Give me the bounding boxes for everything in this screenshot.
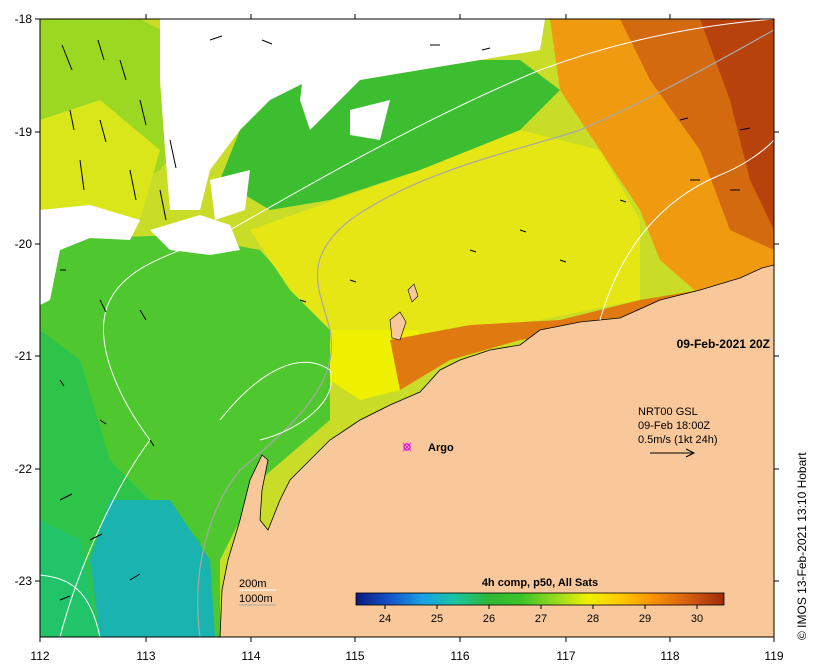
- contour-legend: 200m 1000m: [239, 578, 276, 606]
- axis-ticks: [35, 14, 779, 642]
- colorbar-tick-label: 30: [691, 613, 703, 625]
- colorbar-tick-label: 25: [431, 613, 443, 625]
- y-tick-label: -21: [15, 349, 33, 363]
- isobath-lines: [40, 19, 774, 637]
- colorbar-title: 4h comp, p50, All Sats: [482, 577, 598, 589]
- y-axis-labels: -18 -19 -20 -21 -22 -23: [15, 12, 33, 588]
- current-model-label: NRT00 GSL: [638, 406, 698, 418]
- x-tick-label: 113: [136, 649, 155, 663]
- colorbar: 4h comp, p50, All Sats 24 25 26 27 28 29…: [355, 577, 725, 625]
- x-axis-labels: 112 113 114 115 116 117 118 119: [30, 649, 783, 663]
- y-tick-label: -20: [15, 237, 33, 251]
- timestamp-label: 09-Feb-2021 20Z: [677, 337, 770, 351]
- x-tick-label: 118: [660, 649, 679, 663]
- x-tick-label: 112: [30, 649, 49, 663]
- x-tick-label: 117: [556, 649, 575, 663]
- colorbar-ramp: [355, 592, 725, 606]
- scale-arrow-icon: [650, 448, 696, 458]
- x-tick-label: 116: [450, 649, 469, 663]
- x-tick-label: 115: [345, 649, 364, 663]
- colorbar-tick-label: 29: [639, 613, 651, 625]
- y-tick-label: -19: [15, 125, 33, 139]
- credit-label: © IMOS 13-Feb-2021 13:10 Hobart: [795, 452, 809, 640]
- plot-frame: [39, 18, 775, 638]
- contour-1000-label: 1000m: [239, 593, 273, 605]
- argo-float-icon: [403, 443, 411, 451]
- x-tick-label: 119: [764, 649, 783, 663]
- current-legend: NRT00 GSL 09-Feb 18:00Z 0.5m/s (1kt 24h): [638, 406, 717, 458]
- y-tick-label: -22: [15, 462, 33, 476]
- current-time-label: 09-Feb 18:00Z: [638, 420, 710, 432]
- colorbar-tick-label: 24: [379, 613, 391, 625]
- y-tick-label: -23: [15, 574, 33, 588]
- argo-marker: Argo: [402, 442, 454, 454]
- current-scale-label: 0.5m/s (1kt 24h): [638, 434, 717, 446]
- y-tick-label: -18: [15, 12, 33, 26]
- current-vectors: [59, 35, 751, 601]
- x-tick-label: 114: [241, 649, 260, 663]
- colorbar-tick-label: 27: [535, 613, 547, 625]
- contour-200-label: 200m: [239, 578, 267, 590]
- sst-field: [40, 19, 774, 637]
- colorbar-tick-label: 28: [587, 613, 599, 625]
- colorbar-tick-label: 26: [483, 613, 495, 625]
- argo-label: Argo: [428, 442, 454, 454]
